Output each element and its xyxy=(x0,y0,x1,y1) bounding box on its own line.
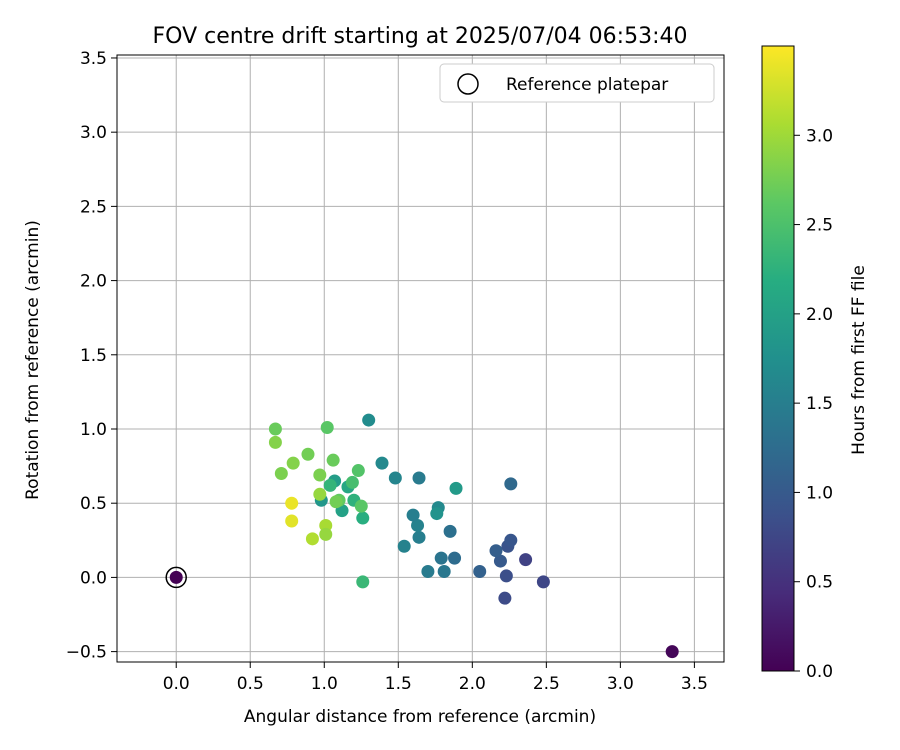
data-point xyxy=(319,527,333,541)
data-point xyxy=(504,533,518,547)
legend-entry: Reference platepar xyxy=(506,75,668,95)
data-point xyxy=(320,421,334,435)
data-point xyxy=(448,551,462,565)
data-point xyxy=(268,422,282,436)
data-point xyxy=(411,518,425,532)
data-point xyxy=(319,518,333,532)
data-point xyxy=(437,564,451,578)
colorbar-tick-label: 2.0 xyxy=(806,305,833,325)
data-point xyxy=(504,477,518,491)
data-point xyxy=(406,508,420,522)
data-point xyxy=(305,532,319,546)
colorbar-tick-label: 1.0 xyxy=(806,483,833,503)
legend-reference-icon xyxy=(457,73,479,95)
data-point xyxy=(356,511,370,525)
data-points xyxy=(169,413,679,659)
data-point xyxy=(665,645,679,659)
data-point xyxy=(313,487,327,501)
colorbar-tick-label: 3.0 xyxy=(806,126,833,146)
data-point xyxy=(412,530,426,544)
reference-marker xyxy=(165,566,187,589)
x-tick-label: 3.0 xyxy=(607,674,634,694)
colorbar-tick-label: 0.0 xyxy=(806,662,833,682)
x-axis-label: Angular distance from reference (arcmin) xyxy=(244,707,596,727)
legend-box xyxy=(439,63,715,103)
x-tick-label: 1.5 xyxy=(385,674,412,694)
colorbar-tick-label: 0.5 xyxy=(806,573,833,593)
y-tick-label: 1.5 xyxy=(80,346,107,366)
reference-platepar-marker xyxy=(165,566,187,589)
chart-title: FOV centre drift starting at 2025/07/04 … xyxy=(153,24,688,49)
data-point xyxy=(362,413,376,427)
colorbar-tick-label: 1.5 xyxy=(806,394,833,414)
plot-frame xyxy=(116,54,725,663)
data-point xyxy=(489,544,503,558)
y-axis-ticks: −0.5 0.0 0.5 1.0 1.5 2.0 2.5 3.0 3.5 xyxy=(66,49,117,663)
data-point xyxy=(430,507,444,521)
data-point xyxy=(388,471,402,485)
data-point xyxy=(286,456,300,470)
data-point xyxy=(375,456,389,470)
data-point xyxy=(498,591,512,605)
y-tick-label: 3.0 xyxy=(80,123,107,143)
data-point xyxy=(412,471,426,485)
x-tick-label: 0.5 xyxy=(237,674,264,694)
data-point xyxy=(519,553,533,567)
data-point xyxy=(169,570,183,584)
data-point xyxy=(473,564,487,578)
data-point xyxy=(285,496,299,510)
x-tick-label: 2.0 xyxy=(459,674,486,694)
data-point xyxy=(356,575,370,589)
y-axis-label: Rotation from reference (arcmin) xyxy=(23,220,43,500)
y-tick-label: 3.5 xyxy=(80,49,107,69)
data-point xyxy=(536,575,550,589)
colorbar-tick-label: 2.5 xyxy=(806,216,833,236)
colorbar-label: Hours from first FF file xyxy=(849,265,869,455)
data-point xyxy=(329,495,343,509)
data-point xyxy=(499,569,513,583)
legend: Reference platepar xyxy=(439,63,715,103)
y-tick-label: 0.0 xyxy=(80,568,107,588)
data-point xyxy=(313,468,327,482)
data-point xyxy=(274,467,288,481)
data-point xyxy=(443,524,457,538)
y-tick-label: 2.0 xyxy=(80,272,107,292)
x-tick-label: 3.5 xyxy=(681,674,708,694)
data-point xyxy=(449,481,463,495)
data-point xyxy=(397,539,411,553)
data-point xyxy=(345,475,359,489)
data-point xyxy=(268,435,282,449)
y-tick-label: 1.0 xyxy=(80,420,107,440)
colorbar-ticks: 0.0 0.5 1.0 1.5 2.0 2.5 3.0 xyxy=(794,126,833,682)
grid-lines xyxy=(117,55,724,662)
data-point xyxy=(285,514,299,528)
colorbar xyxy=(761,45,795,672)
x-tick-label: 1.0 xyxy=(311,674,338,694)
x-tick-label: 2.5 xyxy=(533,674,560,694)
plot-area xyxy=(117,55,724,662)
data-point xyxy=(326,453,340,467)
data-point xyxy=(351,464,365,478)
y-tick-label: 0.5 xyxy=(80,494,107,514)
data-point xyxy=(323,478,337,492)
data-point xyxy=(493,554,507,568)
y-tick-label: 2.5 xyxy=(80,197,107,217)
data-point xyxy=(434,551,448,565)
data-point xyxy=(301,447,315,461)
x-tick-label: 0.0 xyxy=(163,674,190,694)
y-tick-label: −0.5 xyxy=(66,643,107,663)
x-axis-ticks: 0.0 0.5 1.0 1.5 2.0 2.5 3.0 3.5 xyxy=(163,662,708,694)
data-point xyxy=(354,499,368,513)
data-point xyxy=(421,564,435,578)
